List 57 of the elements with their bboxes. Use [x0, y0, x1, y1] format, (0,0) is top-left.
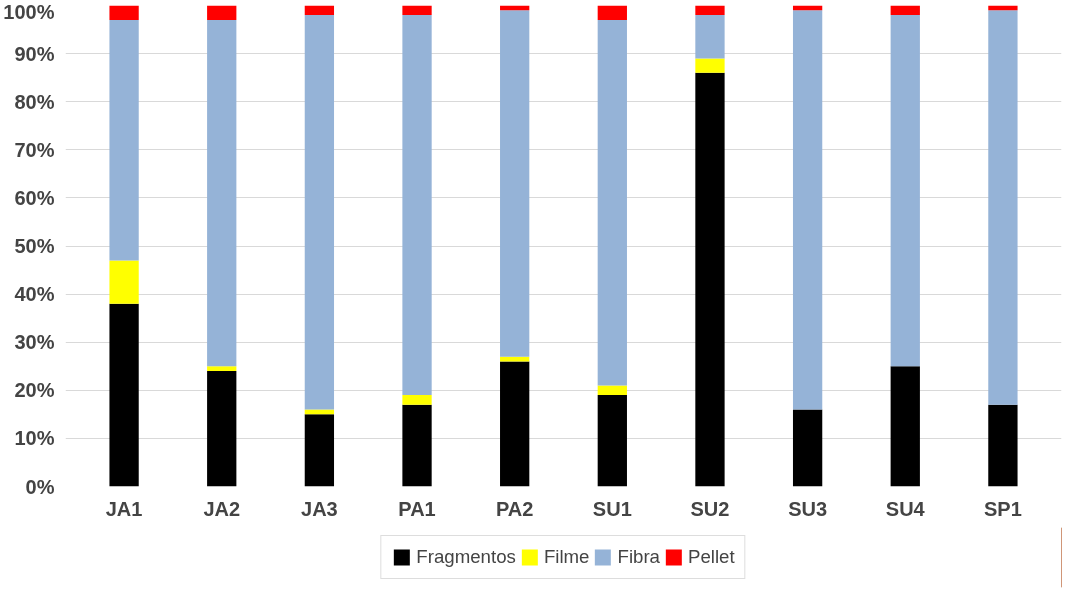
y-tick-label: 30%	[14, 331, 55, 354]
y-tick-label: 100%	[3, 0, 55, 23]
x-tick-label: JA2	[203, 497, 241, 520]
bar	[890, 15, 920, 367]
y-tick-label: 10%	[14, 427, 55, 450]
bar	[207, 5, 237, 20]
bar	[695, 5, 725, 16]
y-tick-label: 50%	[14, 235, 55, 257]
legend-label: Pellet	[688, 546, 735, 568]
legend-label: Filme	[543, 546, 590, 568]
bar	[792, 409, 823, 487]
bar	[597, 385, 627, 396]
bar	[792, 10, 823, 410]
bar	[597, 5, 627, 20]
bar	[988, 404, 1018, 487]
y-tick-label: 20%	[14, 379, 55, 402]
x-tick-label: JA3	[301, 497, 338, 520]
bar	[597, 395, 627, 487]
bar	[207, 19, 237, 367]
bar	[402, 5, 432, 16]
bar	[109, 260, 139, 304]
bar	[988, 10, 1018, 405]
x-tick-label: PA1	[398, 497, 436, 520]
y-tick-label: 70%	[14, 138, 55, 161]
bar	[402, 404, 432, 487]
x-tick-label: SU3	[788, 497, 828, 520]
bar	[207, 366, 237, 372]
bar	[304, 15, 335, 410]
bar	[109, 5, 139, 20]
bar	[695, 15, 725, 59]
bar	[695, 58, 725, 73]
x-tick-label: JA1	[105, 497, 143, 520]
bar	[500, 10, 530, 357]
bar	[695, 72, 725, 487]
legend-label: Fragmentos	[416, 546, 516, 568]
bar	[500, 361, 530, 487]
bar	[890, 366, 920, 487]
bar	[207, 371, 237, 487]
x-tick-label: SU2	[690, 497, 730, 520]
bar	[109, 19, 139, 261]
y-tick-label: 60%	[14, 186, 55, 209]
bar	[304, 5, 335, 16]
x-tick-label: SU4	[885, 497, 926, 520]
y-tick-label: 40%	[14, 283, 55, 306]
y-tick-label: 80%	[14, 90, 55, 113]
x-tick-label: PA2	[495, 497, 534, 520]
bar	[402, 395, 432, 405]
legend-label: Fibra	[617, 546, 660, 568]
x-tick-label: SP1	[984, 497, 1022, 520]
bar	[109, 303, 139, 487]
bar	[304, 414, 335, 487]
bar	[890, 5, 920, 16]
y-tick-label: 0%	[25, 475, 55, 498]
bar	[402, 15, 432, 396]
y-tick-label: 90%	[14, 42, 55, 65]
bar	[597, 19, 627, 386]
x-tick-label: SU1	[592, 497, 632, 520]
